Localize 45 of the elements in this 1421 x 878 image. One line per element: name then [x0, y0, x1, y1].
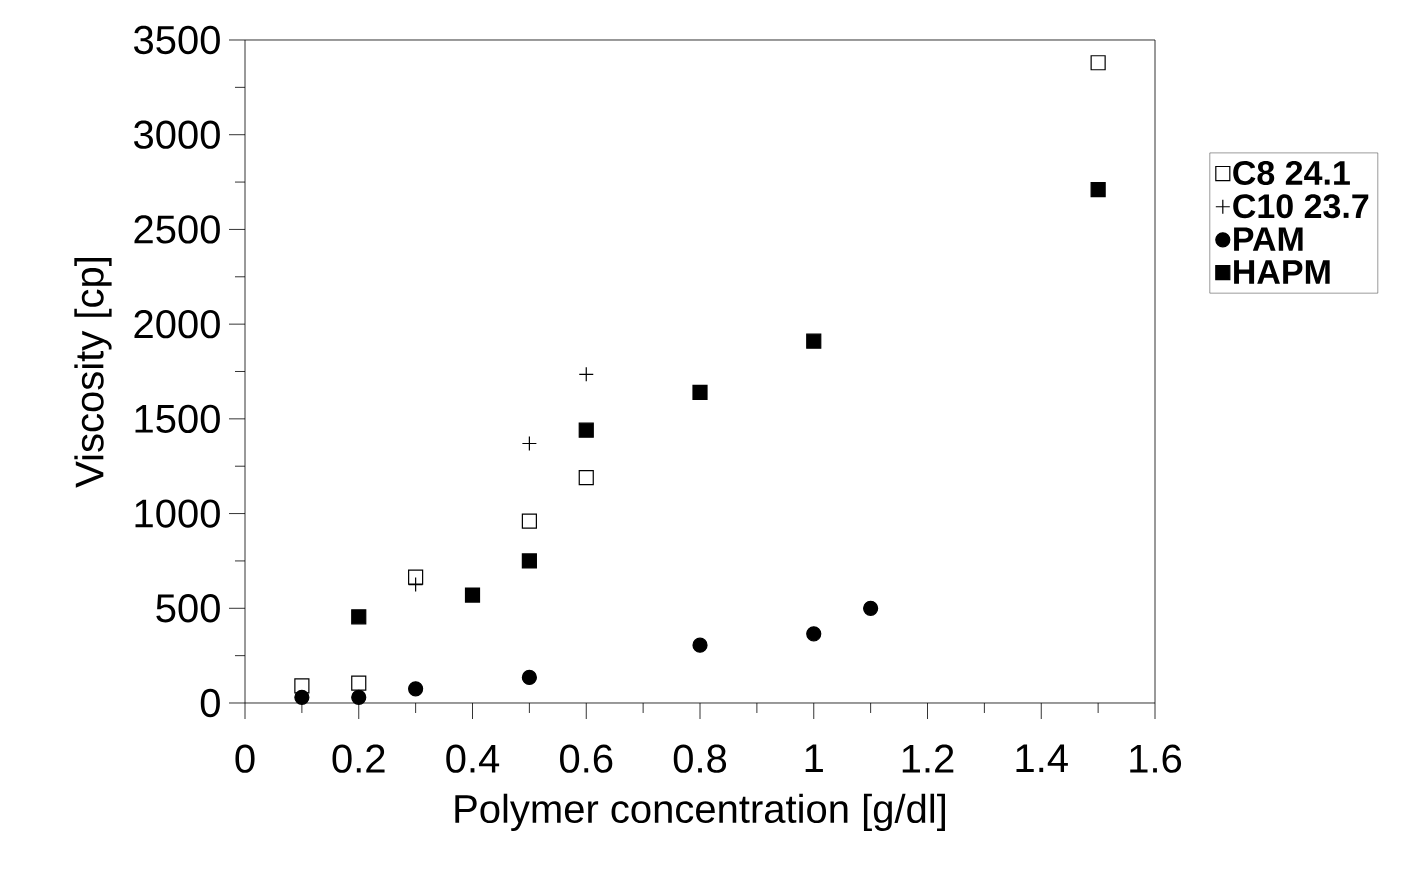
point [1090, 55, 1106, 71]
x-tick-label: 1.4 [1016, 744, 1068, 773]
point [521, 669, 537, 686]
y-tick-label: 2500 [134, 215, 220, 244]
y-tick-label: 500 [156, 594, 220, 623]
x-axis-title: Polymer concentration [g/dl] [455, 793, 945, 831]
legend-label: C8 24.1 [1233, 160, 1350, 185]
x-tick-label: 1 [805, 744, 823, 773]
y-tick-label: 3000 [134, 120, 220, 149]
x-tick-label: 1.2 [902, 744, 954, 773]
x-tick-label: 0 [235, 744, 255, 773]
point [408, 577, 424, 593]
y-tick-label: 0 [200, 688, 220, 718]
point [578, 366, 594, 382]
point [1090, 182, 1106, 198]
point [521, 553, 537, 569]
x-tick-label: 0.2 [332, 744, 385, 773]
point [806, 626, 822, 642]
point [692, 384, 708, 400]
point [521, 435, 537, 452]
point [351, 675, 367, 691]
legend-label: C10 23.7 [1233, 194, 1369, 219]
point [578, 422, 594, 438]
y-axis-title: Viscosity [cp] [74, 258, 112, 488]
point [408, 569, 424, 585]
legend-label: HAPM [1234, 260, 1330, 284]
point [464, 587, 481, 603]
x-tick-label: 1.6 [1130, 744, 1182, 773]
point [863, 600, 879, 616]
point [351, 689, 367, 705]
point [294, 689, 310, 705]
point [692, 637, 708, 653]
point [408, 681, 424, 697]
y-tick-label: 1500 [135, 404, 220, 434]
point [578, 469, 594, 486]
x-tick-label: 0.8 [673, 744, 727, 773]
point [521, 513, 537, 529]
y-tick-label: 3500 [134, 25, 220, 55]
y-tick-label: 1000 [135, 499, 220, 528]
x-tick-label: 0.6 [560, 744, 613, 773]
point [351, 609, 367, 625]
point [806, 333, 822, 349]
legend-label: PAM [1234, 227, 1303, 251]
y-tick-label: 2000 [134, 309, 220, 339]
x-tick-label: 0.4 [446, 744, 500, 773]
